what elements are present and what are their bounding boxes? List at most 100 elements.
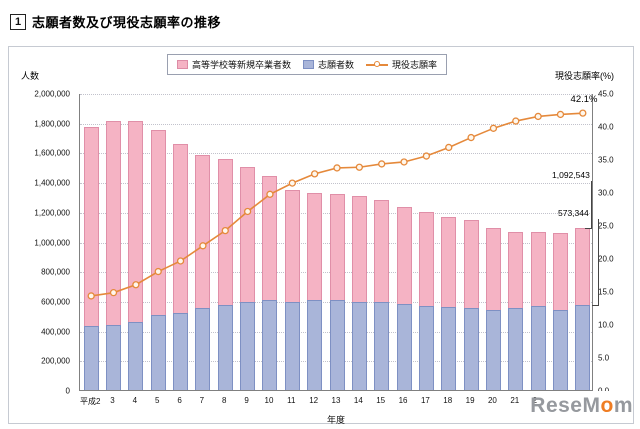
graduates-swatch-icon (177, 60, 188, 69)
rate-line-swatch-icon (366, 60, 389, 67)
bar-applicants-22 (530, 306, 546, 390)
bar-applicants-3 (106, 324, 122, 390)
x-tick-label: 14 (353, 396, 363, 405)
rate-marker-icon (288, 179, 296, 187)
left-tick-label: 400,000 (41, 327, 70, 337)
legend-label: 高等学校等新規卒業者数 (192, 60, 292, 70)
x-tick-label: 10 (264, 396, 274, 405)
bar-graduates-3 (106, 121, 122, 390)
right-tick-label: 25.0 (598, 221, 614, 231)
gridline (80, 94, 592, 95)
x-tick-label: 8 (222, 396, 227, 405)
x-tick-label: 13 (331, 396, 341, 405)
right-axis-ticks: 45.040.035.030.025.020.015.010.05.00.0 (595, 90, 635, 396)
right-tick-label: 30.0 (598, 188, 614, 198)
rate-marker-icon (266, 190, 274, 198)
bar-applicants-6 (173, 312, 189, 390)
bar-applicants-20 (485, 309, 501, 390)
bar-applicants-24 (575, 304, 591, 390)
left-tick-label: 1,400,000 (34, 178, 70, 188)
graduates-leader-line (591, 181, 592, 228)
bar-applicants-15 (374, 301, 390, 390)
x-tick-label: 20 (487, 396, 497, 405)
bar-applicants-13 (329, 300, 345, 390)
rate-marker-icon (534, 112, 542, 121)
right-tick-label: 40.0 (598, 122, 614, 132)
chart-header: 1 志願者数及び現役志願率の推移 (10, 12, 221, 31)
x-tick-label: 11 (287, 396, 296, 405)
x-tick-label: 3 (110, 396, 115, 405)
watermark-accent: o (600, 394, 614, 417)
bar-applicants-19 (463, 308, 479, 390)
left-tick-label: 2,000,000 (34, 89, 70, 99)
rate-annotation: 42.1% (570, 94, 598, 105)
rate-marker-icon (374, 60, 381, 67)
x-tick-label: 21 (510, 396, 520, 405)
x-tick-label: 7 (199, 396, 205, 405)
x-tick-label: 5 (154, 396, 160, 405)
left-axis-ticks: 2,000,000 1,800,000 1,600,000 1,400,000 1,20… (9, 90, 75, 396)
rate-marker-icon (199, 242, 207, 250)
bar-applicants-10 (262, 300, 278, 390)
gridline (80, 183, 592, 185)
left-tick-label: 1,800,000 (34, 119, 70, 129)
rate-marker-icon (378, 160, 386, 168)
x-tick-label: 17 (420, 396, 430, 405)
gridline (80, 123, 592, 125)
x-tick-label: 6 (177, 396, 182, 405)
bar-applicants-18 (441, 306, 457, 390)
graduates-leader-cap (585, 228, 592, 229)
rate-line (87, 109, 587, 300)
rate-marker-icon (333, 164, 341, 172)
rate-marker-icon (311, 170, 319, 178)
graduates-annotation: 1,092,543 (552, 170, 590, 180)
bar-applicants-8 (217, 305, 233, 390)
bar-applicants-16 (396, 303, 412, 390)
rate-marker-icon (221, 226, 229, 235)
rate-marker-icon (556, 110, 565, 119)
right-tick-label: 15.0 (598, 287, 614, 297)
left-tick-label: 200,000 (41, 356, 70, 366)
rate-marker-icon (422, 152, 431, 160)
left-axis-title: 人数 (21, 71, 40, 81)
bar-applicants-平成2 (83, 326, 99, 390)
bar-applicants-4 (128, 321, 144, 390)
watermark-text: m (613, 394, 633, 417)
applicants-leader-line (598, 219, 599, 305)
bar-applicants-11 (284, 301, 300, 390)
left-tick-label: 0 (65, 386, 70, 396)
rate-marker-icon (579, 109, 587, 117)
x-tick-label: 19 (465, 396, 475, 405)
plot-area (79, 94, 593, 391)
left-tick-label: 600,000 (41, 297, 70, 307)
applicants-swatch-icon (303, 60, 315, 69)
x-tick-label: 15 (376, 396, 386, 405)
x-axis-title: 年度 (326, 415, 345, 425)
right-tick-label: 10.0 (598, 320, 614, 330)
right-tick-label: 45.0 (598, 89, 614, 99)
x-tick-label: 平成2 (79, 397, 101, 406)
legend-label: 現役志願率 (392, 60, 438, 70)
right-tick-label: 35.0 (598, 155, 614, 165)
rate-marker-icon (87, 292, 95, 300)
watermark-text: ReseM (530, 394, 601, 417)
bar-applicants-7 (195, 308, 211, 390)
bar-applicants-9 (240, 302, 256, 390)
gridline (80, 153, 592, 155)
left-tick-label: 1,200,000 (34, 208, 70, 218)
rate-marker-icon (467, 133, 475, 142)
rate-marker-icon (109, 289, 118, 297)
applicants-leader-cap (592, 305, 599, 306)
left-tick-label: 800,000 (41, 267, 70, 277)
rate-marker-icon (132, 281, 140, 289)
watermark-logo: ReseM o m (530, 391, 633, 421)
rate-marker-icon (400, 158, 408, 166)
rate-marker-icon (176, 257, 185, 265)
x-tick-label: 12 (309, 396, 319, 405)
right-tick-label: 5.0 (598, 353, 610, 363)
right-axis-title: 現役志願率(%) (555, 71, 614, 81)
x-tick-label: 16 (398, 396, 408, 405)
x-axis-ticks: 平成23456789101112131415161718192021222324 (79, 396, 593, 408)
x-tick-label: 9 (244, 396, 249, 405)
